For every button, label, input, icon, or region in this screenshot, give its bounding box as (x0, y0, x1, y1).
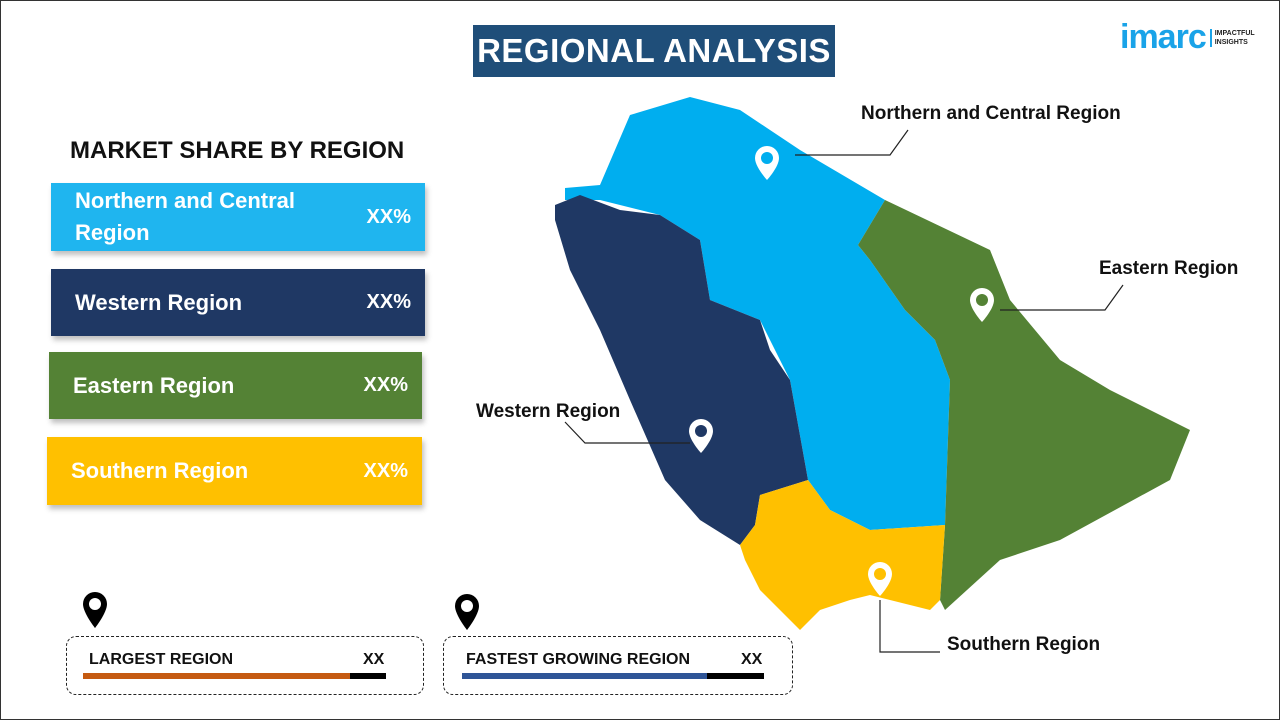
callout-line-west (564, 421, 690, 444)
largest-region-bar-fill (83, 673, 350, 679)
share-label: Southern Region (71, 458, 249, 483)
share-label: Western Region (75, 289, 243, 315)
logo-brand: imarc (1120, 18, 1207, 56)
region-eastern (858, 200, 1190, 610)
map-label-western: Western Region (476, 401, 621, 422)
map-pin-icon-south (868, 562, 892, 596)
callout-line-east (1000, 284, 1124, 311)
callout-line-south (879, 600, 940, 653)
share-value: XX% (366, 291, 411, 313)
page-title: REGIONAL ANALYSIS (473, 25, 835, 77)
fastest-growing-region-bar (462, 673, 764, 679)
share-label: Northern and Central Region (75, 188, 296, 245)
map-label-northern-central: Northern and Central Region (861, 103, 1121, 124)
share-value: XX% (366, 205, 411, 228)
region-southern (740, 480, 945, 630)
map-label-southern: Southern Region (947, 634, 1101, 655)
share-label: Eastern Region (73, 372, 235, 398)
map-label-eastern: Eastern Region (1099, 258, 1239, 279)
share-bar-western: Western Region XX% (51, 269, 425, 336)
share-bar-northern-central: Northern and Central Region XX% (51, 183, 425, 251)
fastest-growing-region-label: FASTEST GROWING REGION (466, 651, 691, 668)
share-value: XX% (363, 374, 408, 396)
largest-region-value: XX (363, 651, 385, 668)
region-northern-central (565, 97, 950, 530)
region-western (555, 195, 808, 545)
logo-tagline: IMPACTFUL INSIGHTS (1209, 28, 1255, 47)
fastest-growing-region-value: XX (741, 651, 763, 668)
map-pin-icon (455, 594, 479, 630)
market-share-title: MARKET SHARE BY REGION (70, 137, 405, 164)
share-bar-eastern: Eastern Region XX% (49, 352, 422, 419)
largest-region-bar (83, 673, 386, 679)
share-bar-southern: Southern Region XX% (47, 437, 422, 505)
callout-line-north (795, 129, 909, 156)
map-pin-icon-east (970, 288, 994, 322)
map-pin-icon (83, 592, 107, 628)
largest-region-label: LARGEST REGION (89, 651, 234, 668)
map-pin-icon-west (689, 419, 713, 453)
largest-region-box: LARGEST REGION XX (66, 636, 424, 695)
fastest-growing-region-box: FASTEST GROWING REGION XX (443, 636, 793, 695)
fastest-growing-region-bar-fill (462, 673, 707, 679)
share-value: XX% (363, 459, 408, 482)
imarc-logo: imarc IMPACTFUL INSIGHTS (1120, 18, 1255, 57)
map-pin-icon-north (755, 146, 779, 180)
